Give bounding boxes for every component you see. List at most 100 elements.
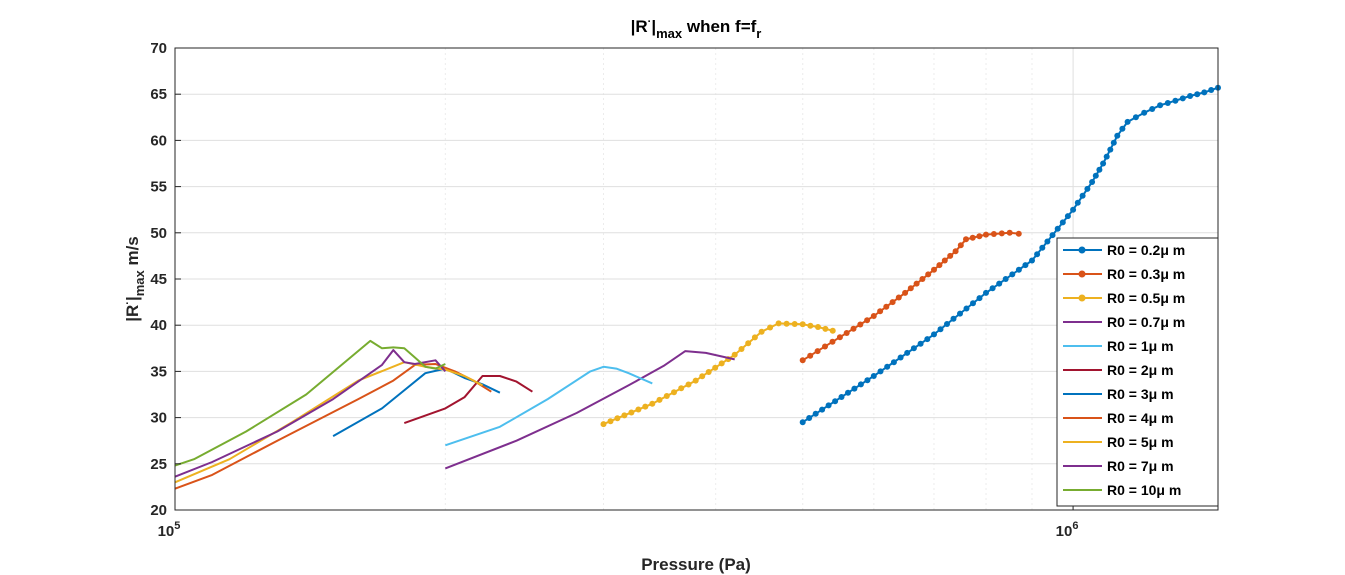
series-3 (444, 350, 735, 470)
data-point (963, 305, 970, 312)
y-tick-label: 55 (150, 179, 167, 196)
y-tick-label: 70 (150, 40, 167, 57)
data-point (983, 289, 989, 296)
series-5 (403, 375, 533, 425)
data-point (799, 321, 806, 328)
data-point (884, 363, 891, 370)
data-point (1100, 160, 1107, 167)
data-point (745, 340, 752, 347)
data-point (705, 369, 712, 375)
legend-marker (1078, 270, 1086, 278)
data-point (1006, 229, 1013, 236)
series-line (174, 349, 447, 478)
data-point (832, 398, 839, 405)
y-tick-label: 40 (150, 317, 167, 334)
legend-label: R0 = 0.7μ m (1107, 314, 1185, 330)
data-point (850, 325, 857, 332)
data-point (783, 320, 790, 327)
y-ticks: 20 25 30 35 40 45 50 55 60 65 70 (150, 40, 181, 519)
data-point (829, 338, 836, 345)
legend-item: R0 = 4μ m (1063, 410, 1174, 426)
data-point (925, 271, 932, 278)
data-point (1084, 185, 1091, 192)
data-point (857, 321, 864, 328)
data-point (635, 406, 642, 413)
data-point (963, 236, 969, 243)
data-point (996, 280, 1003, 287)
data-point (814, 348, 821, 355)
data-point (1119, 125, 1126, 132)
data-point (957, 242, 964, 249)
data-point (936, 262, 943, 269)
data-point (1172, 97, 1179, 104)
legend-item: R0 = 0.5μ m (1063, 290, 1185, 306)
data-point (910, 345, 917, 352)
legend-item: R0 = 0.2μ m (1063, 242, 1185, 258)
data-point (799, 357, 806, 364)
data-point (836, 334, 843, 341)
legend-marker (1078, 294, 1086, 302)
legend-label: R0 = 0.2μ m (1107, 242, 1185, 258)
data-point (917, 340, 924, 347)
data-point (902, 289, 909, 296)
data-point (822, 325, 829, 332)
data-point (843, 330, 850, 336)
data-point (815, 324, 821, 330)
data-point (1092, 172, 1099, 179)
data-point (969, 234, 976, 241)
y-tick-label: 45 (150, 271, 167, 288)
data-point (621, 412, 628, 419)
x-axis-label: Pressure (Pa) (641, 555, 751, 574)
y-tick-label: 20 (150, 502, 167, 519)
data-point (1132, 114, 1139, 121)
data-point (1002, 276, 1009, 282)
data-point (983, 231, 989, 238)
y-tick-label: 50 (150, 225, 167, 242)
data-point (1054, 225, 1061, 232)
data-point (738, 346, 745, 352)
legend-label: R0 = 4μ m (1107, 410, 1174, 426)
legend-box (1056, 237, 1219, 507)
data-point (718, 360, 725, 367)
data-point (1110, 139, 1117, 146)
series-0 (799, 84, 1221, 426)
data-point (970, 300, 976, 307)
data-point (1201, 89, 1208, 96)
data-point (989, 285, 996, 292)
data-point (1179, 95, 1186, 102)
series-group (174, 84, 1221, 490)
data-point (877, 308, 884, 315)
legend-label: R0 = 0.3μ m (1107, 266, 1185, 282)
data-point (950, 315, 957, 322)
data-point (791, 321, 798, 327)
y-tick-label: 35 (150, 363, 167, 380)
data-point (944, 321, 950, 327)
data-point (1034, 251, 1041, 258)
data-point (931, 266, 937, 273)
data-point (751, 334, 758, 341)
data-point (889, 299, 896, 306)
data-point (806, 415, 813, 421)
legend: R0 = 0.2μ m R0 = 0.3μ m R0 = 0.5μ m R0 = 0.… (1056, 237, 1219, 507)
data-point (1022, 262, 1029, 269)
legend-marker (1078, 246, 1086, 254)
data-point (812, 410, 819, 417)
data-point (1044, 238, 1051, 245)
legend-label: R0 = 0.5μ m (1107, 290, 1185, 306)
data-point (998, 230, 1005, 237)
data-point (1114, 132, 1121, 139)
data-point (628, 409, 635, 416)
data-point (931, 331, 937, 338)
data-point (656, 396, 663, 403)
data-point (731, 351, 738, 358)
legend-label: R0 = 5μ m (1107, 434, 1174, 450)
series-10 (174, 339, 446, 467)
legend-item: R0 = 10μ m (1063, 482, 1181, 498)
data-point (685, 381, 692, 388)
data-point (897, 354, 904, 361)
y-tick-label: 60 (150, 132, 167, 149)
data-point (913, 280, 920, 287)
data-point (663, 393, 670, 399)
data-point (829, 327, 836, 334)
data-point (1103, 153, 1110, 160)
